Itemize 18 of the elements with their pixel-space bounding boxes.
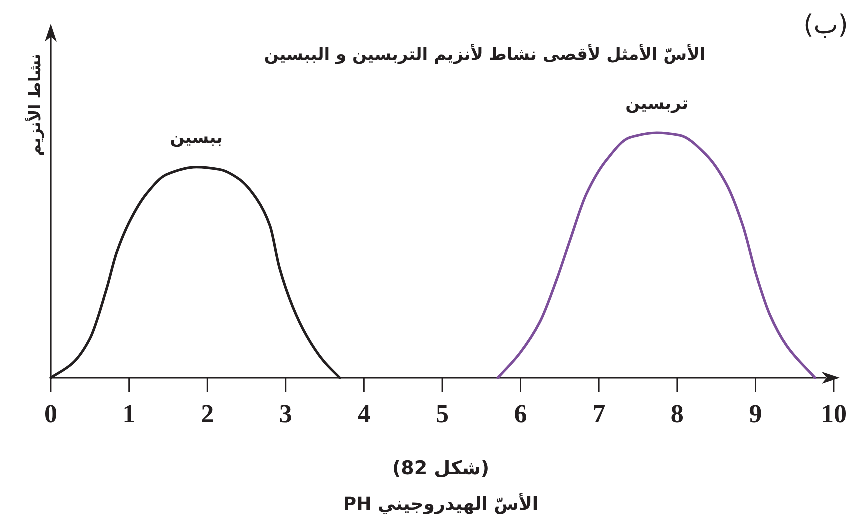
x-tick-label: 7 — [592, 398, 606, 430]
x-tick-label: 8 — [670, 398, 684, 430]
x-axis-title: الأسّ الهيدروجيني PH — [343, 494, 539, 516]
y-axis-title: نشاط الأنزيم — [25, 54, 45, 156]
series-label: ببسين — [170, 128, 224, 148]
panel-letter: (ب) — [804, 10, 848, 42]
figure-number: (شكل 82) — [392, 458, 490, 480]
x-tick-label: 5 — [436, 398, 449, 430]
x-tick-label: 3 — [279, 398, 292, 430]
title: الأسّ الأمثل لأقصى نشاط لأنزيم التربسين و الببسين — [264, 44, 706, 66]
x-tick-label: 4 — [358, 398, 371, 430]
x-tick-label: 0 — [44, 398, 58, 430]
x-tick-label: 10 — [821, 398, 847, 430]
x-tick-label: 9 — [749, 398, 762, 430]
x-tick-label: 6 — [514, 398, 528, 430]
series-label: تربسين — [626, 94, 688, 114]
x-tick-label: 1 — [122, 398, 136, 430]
x-tick-label: 2 — [201, 398, 214, 430]
